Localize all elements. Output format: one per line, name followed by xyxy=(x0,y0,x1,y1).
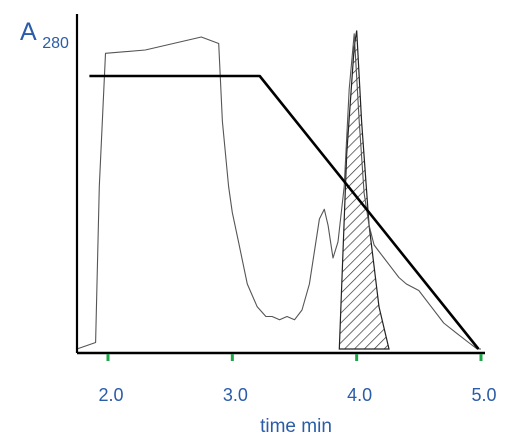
x-tick-label: 4.0 xyxy=(347,385,372,405)
x-ticks: 2.0 3.0 4.0 5.0 xyxy=(98,354,497,405)
x-tick-label: 5.0 xyxy=(471,385,496,405)
x-tick-label: 2.0 xyxy=(98,385,123,405)
y-axis-label-main: A xyxy=(20,18,37,46)
x-tick-label: 3.0 xyxy=(223,385,248,405)
y-axis-label-subscript: 280 xyxy=(42,35,69,52)
x-axis-label: time min xyxy=(260,416,332,437)
y-axis-label: A 280 xyxy=(20,18,69,52)
gradient-line xyxy=(89,74,480,350)
absorbance-trace-line xyxy=(76,33,481,350)
plot-marks xyxy=(76,30,481,350)
axes xyxy=(75,14,485,355)
